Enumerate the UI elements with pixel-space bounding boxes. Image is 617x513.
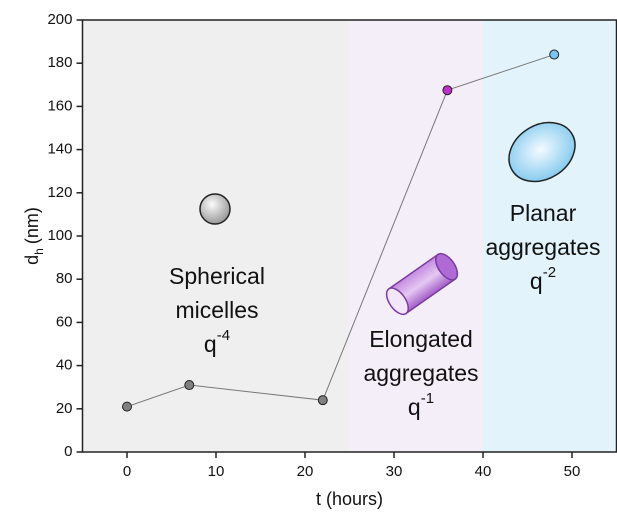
annotation: Planar (510, 200, 577, 226)
y-tick-label: 80 (56, 270, 73, 287)
data-point (550, 50, 559, 59)
y-label-base: d (22, 255, 42, 265)
annotation: Elongated (369, 326, 473, 352)
data-point (443, 86, 452, 95)
y-tick-label: 200 (47, 11, 72, 28)
x-tick-label: 50 (564, 463, 581, 480)
y-tick-label: 100 (47, 227, 72, 244)
annotation-base: q (408, 394, 421, 420)
y-tick-label: 120 (47, 184, 72, 201)
y-tick-label: 40 (56, 357, 73, 374)
annotation-exponent: -4 (217, 327, 230, 344)
data-point (123, 402, 132, 411)
y-axis-label: dh (nm) (22, 207, 46, 265)
region (83, 20, 350, 452)
chart: 0 20 40 60 80 100 120 140 160 180 200 0 10 20 30 40 50 t … (0, 0, 617, 513)
annotation-exponent: -1 (421, 390, 434, 407)
annotation-base: q (530, 268, 543, 294)
annotation: Spherical (169, 263, 265, 289)
x-tick-label: 20 (297, 463, 314, 480)
x-tick-label: 30 (386, 463, 403, 480)
data-point (318, 396, 327, 405)
x-tick-label: 10 (208, 463, 225, 480)
sphere-icon (200, 194, 230, 224)
annotation: micelles (175, 297, 258, 323)
y-tick-label: 0 (64, 443, 72, 460)
y-tick-label: 160 (47, 97, 72, 114)
y-tick-label: 180 (47, 54, 72, 71)
x-axis-label: t (hours) (316, 489, 383, 509)
y-label-unit: (nm) (22, 207, 42, 244)
data-point (185, 381, 194, 390)
annotation: aggregates (363, 360, 478, 386)
y-tick-label: 140 (47, 141, 72, 158)
x-tick-label: 0 (123, 463, 131, 480)
y-tick-label: 20 (56, 400, 73, 417)
y-tick-label: 60 (56, 313, 73, 330)
annotation-exponent: -2 (543, 264, 556, 281)
annotation-base: q (204, 331, 217, 357)
x-tick-label: 40 (475, 463, 492, 480)
annotation: aggregates (485, 234, 600, 260)
y-label-subscript: h (32, 248, 46, 255)
